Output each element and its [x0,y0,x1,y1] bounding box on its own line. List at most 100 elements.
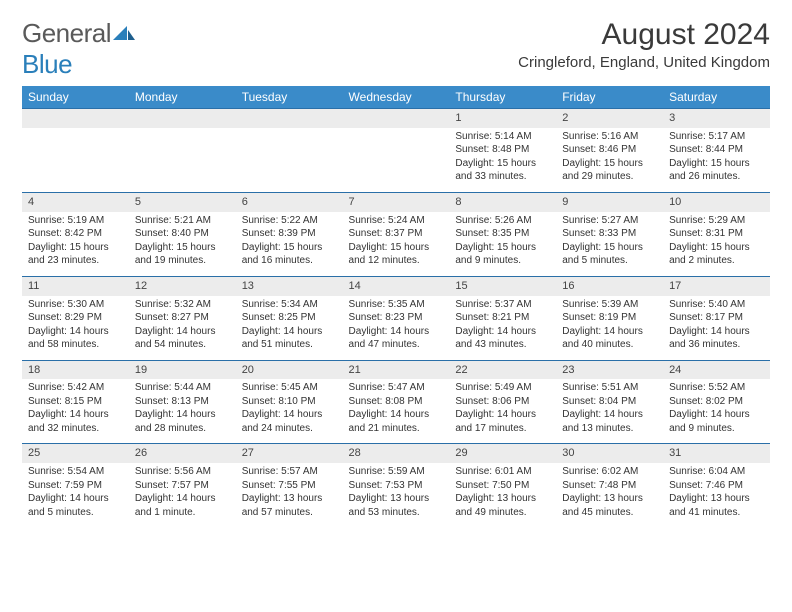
calendar-cell: 2Sunrise: 5:16 AMSunset: 8:46 PMDaylight… [556,109,663,193]
calendar-week: 25Sunrise: 5:54 AMSunset: 7:59 PMDayligh… [22,444,770,527]
day-number: 5 [129,193,236,212]
daylight-text: Daylight: 15 hours and 12 minutes. [349,241,444,268]
day-header-row: Sunday Monday Tuesday Wednesday Thursday… [22,86,770,109]
sunset-text: Sunset: 8:33 PM [562,227,657,241]
sunrise-text: Sunrise: 5:42 AM [28,381,123,395]
day-number: 16 [556,277,663,296]
day-number: 18 [22,361,129,380]
sunrise-text: Sunrise: 5:34 AM [242,298,337,312]
day-number: 13 [236,277,343,296]
cell-body: Sunrise: 5:42 AMSunset: 8:15 PMDaylight:… [22,379,129,443]
sunrise-text: Sunrise: 5:14 AM [455,130,550,144]
daylight-text: Daylight: 14 hours and 9 minutes. [669,408,764,435]
sunset-text: Sunset: 8:08 PM [349,395,444,409]
logo-text: GeneralBlue [22,18,135,80]
calendar-cell: 10Sunrise: 5:29 AMSunset: 8:31 PMDayligh… [663,192,770,276]
cell-body: Sunrise: 5:49 AMSunset: 8:06 PMDaylight:… [449,379,556,443]
cell-body: Sunrise: 5:17 AMSunset: 8:44 PMDaylight:… [663,128,770,192]
sunset-text: Sunset: 8:42 PM [28,227,123,241]
cell-body: Sunrise: 5:26 AMSunset: 8:35 PMDaylight:… [449,212,556,276]
cell-body: Sunrise: 5:52 AMSunset: 8:02 PMDaylight:… [663,379,770,443]
calendar-cell: 3Sunrise: 5:17 AMSunset: 8:44 PMDaylight… [663,109,770,193]
calendar-cell: 13Sunrise: 5:34 AMSunset: 8:25 PMDayligh… [236,276,343,360]
sunset-text: Sunset: 7:55 PM [242,479,337,493]
sunrise-text: Sunrise: 5:47 AM [349,381,444,395]
calendar-week: 11Sunrise: 5:30 AMSunset: 8:29 PMDayligh… [22,276,770,360]
daylight-text: Daylight: 14 hours and 43 minutes. [455,325,550,352]
sunrise-text: Sunrise: 5:57 AM [242,465,337,479]
day-number: 3 [663,109,770,128]
sunrise-text: Sunrise: 5:32 AM [135,298,230,312]
daylight-text: Daylight: 15 hours and 9 minutes. [455,241,550,268]
day-header: Tuesday [236,86,343,109]
empty-cell [343,128,450,186]
day-header: Wednesday [343,86,450,109]
daylight-text: Daylight: 14 hours and 1 minute. [135,492,230,519]
daylight-text: Daylight: 15 hours and 33 minutes. [455,157,550,184]
calendar-cell: 11Sunrise: 5:30 AMSunset: 8:29 PMDayligh… [22,276,129,360]
calendar-table: Sunday Monday Tuesday Wednesday Thursday… [22,86,770,527]
day-header: Thursday [449,86,556,109]
cell-body: Sunrise: 5:39 AMSunset: 8:19 PMDaylight:… [556,296,663,360]
sunrise-text: Sunrise: 5:40 AM [669,298,764,312]
day-header: Monday [129,86,236,109]
calendar-cell: 9Sunrise: 5:27 AMSunset: 8:33 PMDaylight… [556,192,663,276]
calendar-cell: 30Sunrise: 6:02 AMSunset: 7:48 PMDayligh… [556,444,663,527]
sunrise-text: Sunrise: 5:17 AM [669,130,764,144]
day-number: 4 [22,193,129,212]
sunset-text: Sunset: 7:46 PM [669,479,764,493]
day-number: 6 [236,193,343,212]
sunrise-text: Sunrise: 5:19 AM [28,214,123,228]
daylight-text: Daylight: 14 hours and 28 minutes. [135,408,230,435]
sunrise-text: Sunrise: 5:16 AM [562,130,657,144]
sunrise-text: Sunrise: 6:01 AM [455,465,550,479]
logo-word-1: General [22,18,111,48]
title-block: August 2024 Cringleford, England, United… [518,18,770,71]
calendar-cell: 8Sunrise: 5:26 AMSunset: 8:35 PMDaylight… [449,192,556,276]
sunset-text: Sunset: 8:40 PM [135,227,230,241]
cell-body: Sunrise: 5:44 AMSunset: 8:13 PMDaylight:… [129,379,236,443]
cell-body: Sunrise: 5:22 AMSunset: 8:39 PMDaylight:… [236,212,343,276]
cell-body: Sunrise: 5:37 AMSunset: 8:21 PMDaylight:… [449,296,556,360]
daylight-text: Daylight: 14 hours and 47 minutes. [349,325,444,352]
daylight-text: Daylight: 14 hours and 36 minutes. [669,325,764,352]
cell-body: Sunrise: 5:27 AMSunset: 8:33 PMDaylight:… [556,212,663,276]
calendar-cell: 17Sunrise: 5:40 AMSunset: 8:17 PMDayligh… [663,276,770,360]
cell-body: Sunrise: 5:21 AMSunset: 8:40 PMDaylight:… [129,212,236,276]
sunrise-text: Sunrise: 5:52 AM [669,381,764,395]
day-number: 19 [129,361,236,380]
sunrise-text: Sunrise: 5:59 AM [349,465,444,479]
cell-body: Sunrise: 5:32 AMSunset: 8:27 PMDaylight:… [129,296,236,360]
sunset-text: Sunset: 8:19 PM [562,311,657,325]
day-number: 22 [449,361,556,380]
sunset-text: Sunset: 8:10 PM [242,395,337,409]
calendar-cell: 26Sunrise: 5:56 AMSunset: 7:57 PMDayligh… [129,444,236,527]
sunset-text: Sunset: 8:44 PM [669,143,764,157]
sunrise-text: Sunrise: 5:22 AM [242,214,337,228]
day-number: 20 [236,361,343,380]
sunrise-text: Sunrise: 5:49 AM [455,381,550,395]
day-number: 26 [129,444,236,463]
calendar-cell [343,109,450,193]
day-number: 23 [556,361,663,380]
sunset-text: Sunset: 7:57 PM [135,479,230,493]
empty-daynum [22,109,129,128]
sunset-text: Sunset: 8:37 PM [349,227,444,241]
calendar-cell: 28Sunrise: 5:59 AMSunset: 7:53 PMDayligh… [343,444,450,527]
calendar-week: 4 Sunrise: 5:19 AMSunset: 8:42 PM Daylight… [22,192,770,276]
calendar-cell: 24Sunrise: 5:52 AMSunset: 8:02 PMDayligh… [663,360,770,444]
sunrise-text: Sunrise: 5:21 AM [135,214,230,228]
cell-body: Sunrise: 5:30 AMSunset: 8:29 PMDaylight:… [22,296,129,360]
calendar-cell: 20Sunrise: 5:45 AMSunset: 8:10 PMDayligh… [236,360,343,444]
empty-cell [22,128,129,186]
cell-body: Sunrise: 5:54 AMSunset: 7:59 PMDaylight:… [22,463,129,527]
calendar-cell: 25Sunrise: 5:54 AMSunset: 7:59 PMDayligh… [22,444,129,527]
sunset-text: Sunset: 8:02 PM [669,395,764,409]
day-number: 25 [22,444,129,463]
sunset-text: Sunset: 8:15 PM [28,395,123,409]
daylight-text: Daylight: 14 hours and 5 minutes. [28,492,123,519]
day-number: 2 [556,109,663,128]
calendar-cell [129,109,236,193]
day-number: 24 [663,361,770,380]
empty-daynum [343,109,450,128]
